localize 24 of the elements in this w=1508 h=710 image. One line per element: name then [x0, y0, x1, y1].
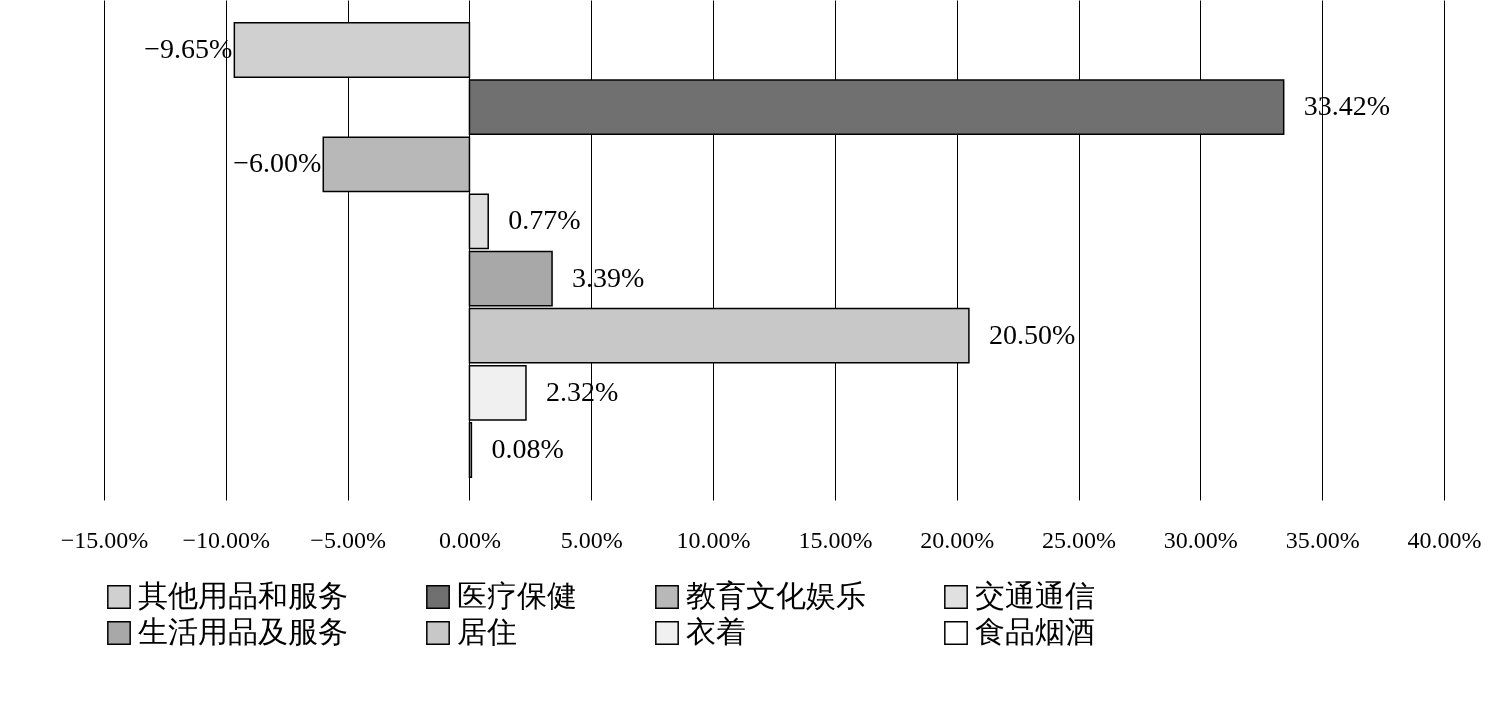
legend-label: 居住 — [457, 615, 517, 648]
data-label: 0.08% — [491, 433, 564, 464]
x-tick-label: 5.00% — [560, 526, 623, 553]
x-tick-label: 10.00% — [676, 526, 751, 553]
x-tick-label: −15.00% — [60, 526, 149, 553]
x-tick-label: −10.00% — [182, 526, 271, 553]
legend-label: 交通通信 — [975, 579, 1095, 612]
x-tick-label: 30.00% — [1163, 526, 1238, 553]
x-tick-label: 25.00% — [1042, 526, 1117, 553]
legend-label: 教育文化娱乐 — [686, 579, 866, 612]
x-tick-label: 35.00% — [1285, 526, 1360, 553]
x-tick-label: 40.00% — [1407, 526, 1482, 553]
data-label: −6.00% — [233, 147, 322, 179]
legend-label: 生活用品及服务 — [138, 615, 348, 648]
legend-label: 其他用品和服务 — [138, 579, 348, 612]
data-label: 20.50% — [988, 318, 1076, 350]
data-label: 0.77% — [508, 204, 581, 236]
x-tick-label: 20.00% — [920, 526, 995, 553]
x-tick-label: −5.00% — [310, 526, 386, 553]
legend-label: 医疗保健 — [457, 579, 577, 612]
x-tick-label: 0.00% — [438, 526, 501, 553]
x-tick-label: 15.00% — [798, 526, 873, 553]
legend-label: 食品烟酒 — [975, 615, 1095, 648]
legend-label: 衣着 — [686, 615, 746, 648]
